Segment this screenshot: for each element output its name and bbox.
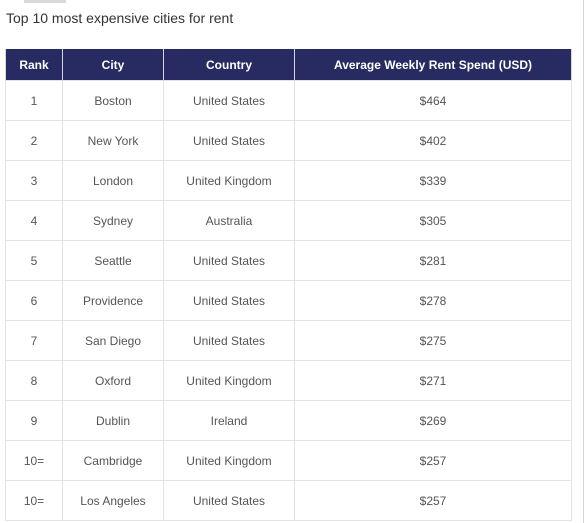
table-body: 1 Boston United States $464 2 New York U…	[5, 80, 572, 521]
city-cell: Oxford	[62, 360, 164, 401]
city-cell: Los Angeles	[62, 480, 164, 521]
table-row: 10= Los Angeles United States $257	[5, 480, 572, 521]
rank-cell: 1	[5, 80, 63, 121]
table-row: 7 San Diego United States $275	[5, 320, 572, 361]
country-cell: United States	[163, 480, 295, 521]
rent-cell: $275	[294, 320, 572, 361]
city-cell: Sydney	[62, 200, 164, 241]
country-cell: United Kingdom	[163, 360, 295, 401]
country-cell: United States	[163, 80, 295, 121]
right-edge-divider	[583, 0, 584, 523]
country-cell: United States	[163, 120, 295, 161]
city-cell: San Diego	[62, 320, 164, 361]
rent-table: Rank City Country Average Weekly Rent Sp…	[5, 49, 572, 521]
table-header: Rank City Country Average Weekly Rent Sp…	[5, 49, 572, 81]
city-cell: Providence	[62, 280, 164, 321]
header-rank: Rank	[5, 49, 63, 81]
table-row: 6 Providence United States $278	[5, 280, 572, 321]
rent-cell: $339	[294, 160, 572, 201]
table-row: 1 Boston United States $464	[5, 80, 572, 121]
city-cell: Boston	[62, 80, 164, 121]
rank-cell: 10=	[5, 480, 63, 521]
rank-cell: 6	[5, 280, 63, 321]
country-cell: Ireland	[163, 400, 295, 441]
rank-cell: 4	[5, 200, 63, 241]
rent-cell: $257	[294, 480, 572, 521]
table-row: 8 Oxford United Kingdom $271	[5, 360, 572, 401]
city-cell: Seattle	[62, 240, 164, 281]
rank-cell: 8	[5, 360, 63, 401]
header-rent: Average Weekly Rent Spend (USD)	[294, 49, 572, 81]
top-tab-decoration	[24, 0, 66, 3]
rent-cell: $402	[294, 120, 572, 161]
page-title: Top 10 most expensive cities for rent	[6, 10, 234, 26]
table-row: 2 New York United States $402	[5, 120, 572, 161]
country-cell: United States	[163, 280, 295, 321]
table-row: 9 Dublin Ireland $269	[5, 400, 572, 441]
rent-cell: $271	[294, 360, 572, 401]
rank-cell: 2	[5, 120, 63, 161]
header-country: Country	[163, 49, 295, 81]
rent-cell: $464	[294, 80, 572, 121]
rent-cell: $281	[294, 240, 572, 281]
country-cell: United States	[163, 240, 295, 281]
city-cell: Dublin	[62, 400, 164, 441]
header-city: City	[62, 49, 164, 81]
country-cell: Australia	[163, 200, 295, 241]
rank-cell: 5	[5, 240, 63, 281]
rank-cell: 7	[5, 320, 63, 361]
rank-cell: 3	[5, 160, 63, 201]
rent-cell: $269	[294, 400, 572, 441]
rent-cell: $305	[294, 200, 572, 241]
table-row: 5 Seattle United States $281	[5, 240, 572, 281]
rank-cell: 9	[5, 400, 63, 441]
table-row: 3 London United Kingdom $339	[5, 160, 572, 201]
city-cell: New York	[62, 120, 164, 161]
country-cell: United Kingdom	[163, 160, 295, 201]
table-row: 4 Sydney Australia $305	[5, 200, 572, 241]
table-header-row: Rank City Country Average Weekly Rent Sp…	[5, 49, 572, 81]
rent-cell: $257	[294, 440, 572, 481]
table-row: 10= Cambridge United Kingdom $257	[5, 440, 572, 481]
country-cell: United Kingdom	[163, 440, 295, 481]
rent-cell: $278	[294, 280, 572, 321]
city-cell: London	[62, 160, 164, 201]
city-cell: Cambridge	[62, 440, 164, 481]
country-cell: United States	[163, 320, 295, 361]
rank-cell: 10=	[5, 440, 63, 481]
